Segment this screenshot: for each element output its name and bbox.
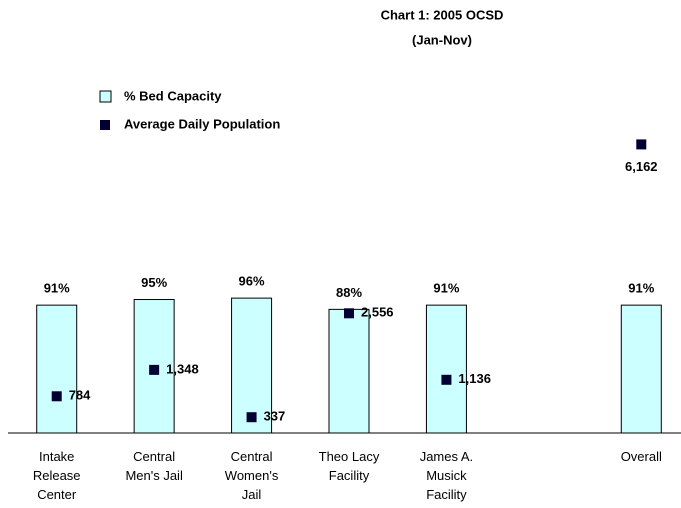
marker [246,412,257,423]
marker [441,374,452,385]
x-tick-label: Overall [620,449,662,464]
legend-label: Average Daily Population [124,116,280,131]
x-tick-label: James A. Musick Facility [419,449,474,502]
x-tick-label: Intake Release Center [32,449,81,502]
legend-swatch [100,120,110,130]
marker [149,364,160,375]
x-tick-label: Central Women's Jail [224,449,279,502]
bar-value-label: 91% [433,281,459,296]
bar [328,308,370,434]
x-tick-label: Central Men's Jail [125,449,183,483]
marker-value-label: 337 [264,409,286,424]
marker-value-label: 2,556 [361,305,394,320]
chart-subtitle: (Jan-Nov) [412,32,472,47]
bar-value-label: 91% [44,281,70,296]
legend-swatch [99,90,112,103]
marker-value-label: 6,162 [625,159,658,174]
marker [636,139,647,150]
bar [231,297,273,434]
bar-value-label: 91% [628,281,654,296]
marker [344,308,354,319]
bar-value-label: 96% [239,274,265,289]
marker-value-label: 1,348 [166,361,199,376]
bar-value-label: 88% [336,285,362,300]
bar-value-label: 95% [141,275,167,290]
bar [620,304,662,434]
bar [425,304,467,434]
marker [51,391,62,402]
chart-title: Chart 1: 2005 OCSD [381,7,504,22]
x-tick-label: Theo Lacy Facility [318,449,380,483]
legend-label: % Bed Capacity [124,88,222,103]
marker-value-label: 1,136 [458,371,491,386]
bar [36,304,78,434]
marker-value-label: 784 [69,388,91,403]
